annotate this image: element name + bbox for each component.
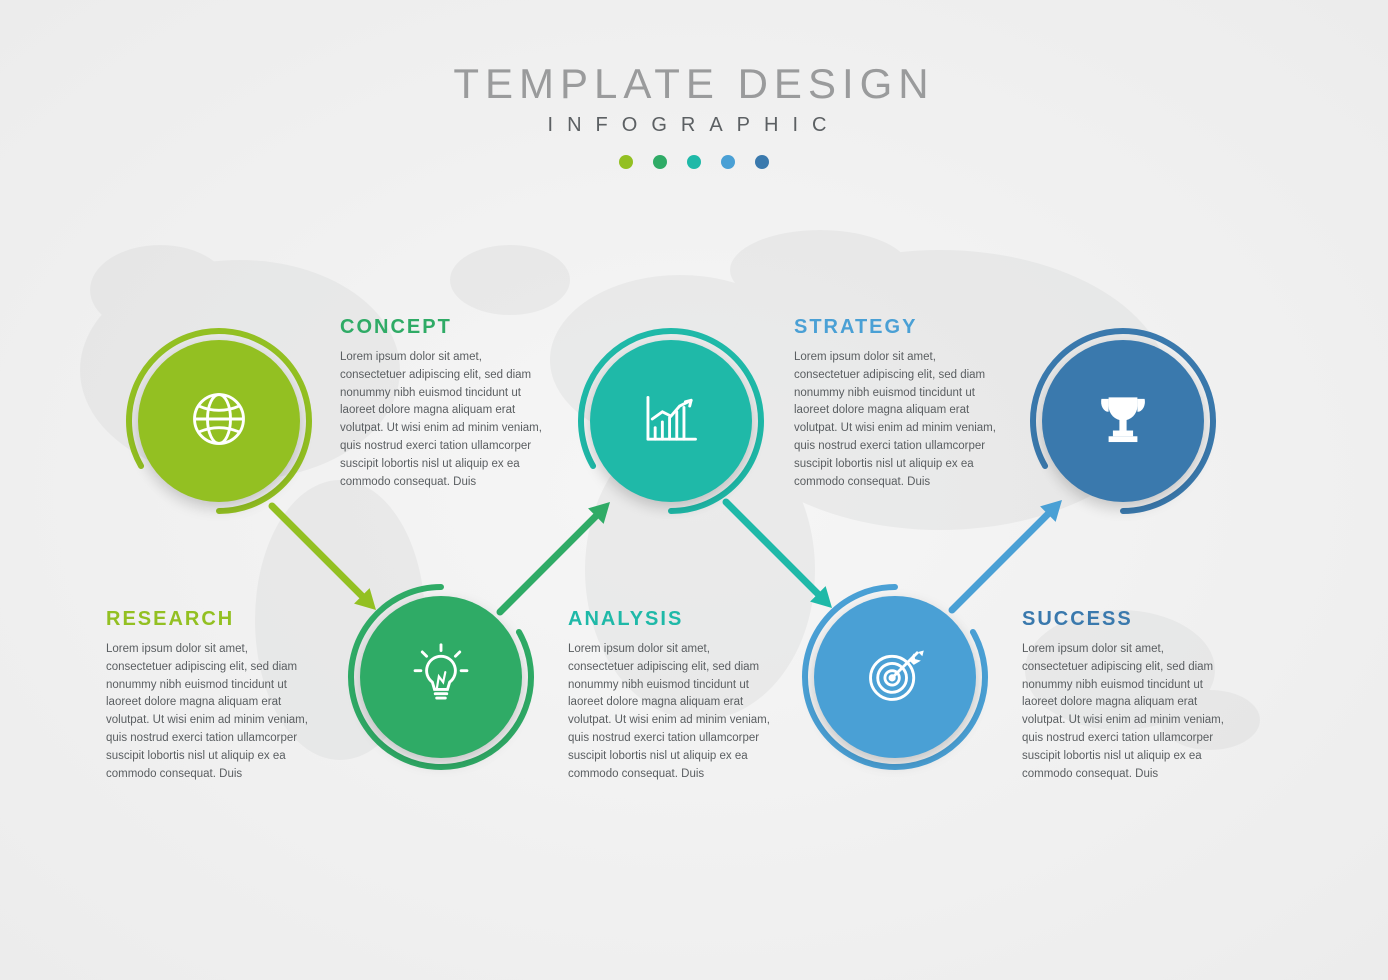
step-node-success	[1028, 326, 1218, 516]
step-title: RESEARCH	[106, 608, 316, 631]
step-disc	[590, 340, 752, 502]
step-node-research	[124, 326, 314, 516]
step-body: Lorem ipsum dolor sit amet, consectetuer…	[1022, 641, 1232, 784]
step-node-analysis	[576, 326, 766, 516]
stage: RESEARCH Lorem ipsum dolor sit amet, cons…	[0, 0, 1388, 980]
target-icon	[859, 639, 931, 716]
infographic-canvas: TEMPLATE DESIGN INFOGRAPHIC RESEARCHLore…	[0, 0, 1388, 980]
step-body: Lorem ipsum dolor sit amet, consectetuer…	[794, 349, 1004, 492]
step-disc	[360, 596, 522, 758]
step-text-research: RESEARCH Lorem ipsum dolor sit amet, cons…	[106, 608, 316, 784]
step-disc	[138, 340, 300, 502]
step-node-strategy	[800, 582, 990, 772]
step-body: Lorem ipsum dolor sit amet, consectetuer…	[106, 641, 316, 784]
step-title: ANALYSIS	[568, 608, 778, 631]
trophy-icon	[1087, 383, 1159, 460]
chart-icon	[635, 383, 707, 460]
step-disc	[814, 596, 976, 758]
bulb-icon	[405, 639, 477, 716]
step-title: STRATEGY	[794, 316, 1004, 339]
step-text-concept: CONCEPT Lorem ipsum dolor sit amet, conse…	[340, 316, 550, 492]
step-node-concept	[346, 582, 536, 772]
step-text-success: SUCCESS Lorem ipsum dolor sit amet, conse…	[1022, 608, 1232, 784]
step-title: CONCEPT	[340, 316, 550, 339]
step-title: SUCCESS	[1022, 608, 1232, 631]
globe-icon	[183, 383, 255, 460]
step-text-strategy: STRATEGY Lorem ipsum dolor sit amet, cons…	[794, 316, 1004, 492]
step-body: Lorem ipsum dolor sit amet, consectetuer…	[568, 641, 778, 784]
step-body: Lorem ipsum dolor sit amet, consectetuer…	[340, 349, 550, 492]
step-text-analysis: ANALYSIS Lorem ipsum dolor sit amet, cons…	[568, 608, 778, 784]
step-disc	[1042, 340, 1204, 502]
